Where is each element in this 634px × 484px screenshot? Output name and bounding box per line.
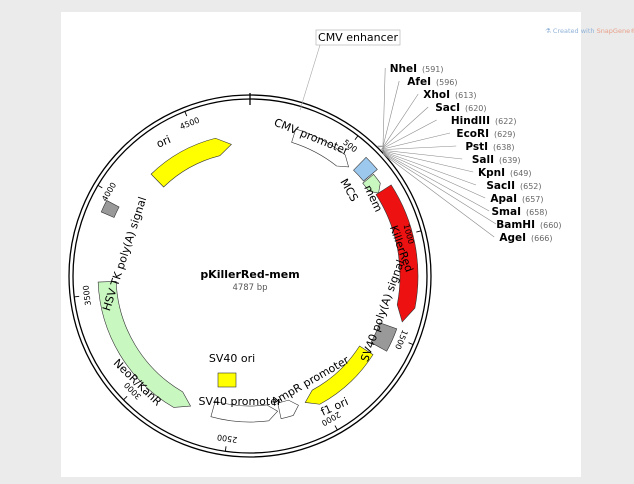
site-leader-line bbox=[377, 67, 386, 147]
tick-mark bbox=[416, 230, 422, 233]
site-sali[interactable]: SalI (639) bbox=[472, 154, 521, 166]
neor-kanr-arrow[interactable] bbox=[97, 281, 192, 408]
site-position: (591) bbox=[422, 65, 444, 74]
site-name: HindIII bbox=[451, 115, 490, 127]
site-xhoi[interactable]: XhoI (613) bbox=[423, 89, 476, 101]
site-name: PstI bbox=[465, 141, 488, 153]
site-hindiii[interactable]: HindIII (622) bbox=[451, 115, 517, 127]
site-position: (596) bbox=[436, 78, 458, 87]
site-name: NheI bbox=[390, 63, 417, 75]
site-ecori[interactable]: EcoRI (629) bbox=[456, 128, 515, 140]
site-position: (639) bbox=[499, 156, 521, 165]
site-kpni[interactable]: KpnI (649) bbox=[478, 167, 532, 179]
site-position: (649) bbox=[510, 169, 532, 178]
site-psti[interactable]: PstI (638) bbox=[465, 141, 514, 153]
site-position: (658) bbox=[526, 208, 548, 217]
tick-mark bbox=[123, 395, 128, 401]
sv40-ori-label: SV40 ori bbox=[209, 352, 255, 365]
ori-arrow[interactable] bbox=[150, 137, 232, 188]
mcs-label: MCS bbox=[337, 177, 360, 204]
site-name: KpnI bbox=[478, 167, 505, 179]
tick-mark bbox=[408, 342, 414, 346]
tick-label: 4500 bbox=[179, 116, 201, 132]
tick-mark bbox=[74, 295, 80, 298]
sv40-ori-box[interactable] bbox=[217, 372, 237, 388]
site-name: SmaI bbox=[492, 206, 522, 218]
site-nhei[interactable]: NheI (591) bbox=[390, 63, 444, 75]
site-smai[interactable]: SmaI (658) bbox=[492, 206, 548, 218]
tick-mark bbox=[354, 135, 359, 141]
site-name: EcoRI bbox=[456, 128, 489, 140]
site-name: SalI bbox=[472, 154, 494, 166]
f1-ori-arrow[interactable] bbox=[304, 345, 374, 405]
tick-label: 2500 bbox=[216, 433, 237, 445]
site-leader-line bbox=[382, 145, 457, 155]
site-leader-line bbox=[382, 149, 463, 160]
cmv-enhancer-leader bbox=[299, 44, 321, 111]
site-bamhi[interactable]: BamHI (660) bbox=[496, 219, 561, 231]
watermark-brand: SnapGene® bbox=[596, 27, 634, 35]
sv40-promoter-arrow[interactable] bbox=[210, 400, 279, 423]
site-position: (657) bbox=[522, 195, 544, 204]
snapgene-watermark: ⚗ Created with SnapGene® bbox=[545, 27, 634, 35]
features bbox=[97, 128, 419, 423]
plasmid-length: 4787 bp bbox=[232, 283, 267, 293]
site-name: AgeI bbox=[499, 232, 526, 244]
site-name: SacII bbox=[486, 180, 515, 192]
site-name: SacI bbox=[435, 102, 460, 114]
site-sacii[interactable]: SacII (652) bbox=[486, 180, 541, 192]
site-saci[interactable]: SacI (620) bbox=[435, 102, 486, 114]
watermark-prefix: Created with bbox=[552, 27, 597, 35]
ampr-promoter-arrow[interactable] bbox=[277, 399, 299, 420]
cmv-enhancer-box bbox=[315, 29, 401, 46]
site-afei[interactable]: AfeI (596) bbox=[407, 76, 457, 88]
site-apai[interactable]: ApaI (657) bbox=[490, 193, 543, 205]
site-name: ApaI bbox=[490, 193, 517, 205]
site-name: XhoI bbox=[423, 89, 450, 101]
site-agei[interactable]: AgeI (666) bbox=[499, 232, 552, 244]
tick-label: 3500 bbox=[81, 285, 92, 306]
cmv-enhancer-callout[interactable]: CMV enhancer bbox=[315, 29, 401, 46]
site-leader-line bbox=[382, 119, 437, 152]
restriction-sites: NheI (591) AfeI (596) XhoI (613) SacI (620) Hind… bbox=[390, 63, 562, 244]
site-leader-line bbox=[380, 93, 419, 150]
site-leader-line bbox=[382, 153, 495, 238]
site-leader-line bbox=[382, 151, 486, 199]
ori-label: ori bbox=[154, 133, 172, 151]
cmv-promoter-arrow[interactable] bbox=[291, 128, 349, 168]
hsv-polya-box[interactable] bbox=[100, 200, 120, 218]
tick-mark bbox=[184, 111, 188, 117]
backbone bbox=[68, 93, 432, 458]
killerred-arrow[interactable] bbox=[375, 184, 419, 323]
tick-mark bbox=[334, 425, 338, 431]
mem-arrow[interactable] bbox=[362, 173, 381, 194]
site-position: (622) bbox=[495, 117, 517, 126]
snapgene-logo-icon: ⚗ bbox=[545, 27, 553, 35]
site-name: BamHI bbox=[496, 219, 535, 231]
plasmid-name: pKillerRed-mem bbox=[200, 268, 299, 281]
cmv-promoter-label: CMV promoter bbox=[272, 116, 351, 158]
site-position: (638) bbox=[493, 143, 515, 152]
cmv-enhancer-label: CMV enhancer bbox=[318, 31, 398, 44]
site-position: (620) bbox=[465, 104, 487, 113]
site-leader-line bbox=[378, 80, 400, 148]
tick-mark bbox=[224, 446, 227, 452]
sv40-polya-box[interactable] bbox=[370, 322, 398, 352]
site-position: (660) bbox=[540, 221, 562, 230]
site-name: AfeI bbox=[407, 76, 431, 88]
site-position: (613) bbox=[455, 91, 477, 100]
tick-label: 4000 bbox=[100, 181, 118, 203]
site-position: (652) bbox=[520, 182, 542, 191]
tick-mark bbox=[97, 184, 103, 189]
mcs-box[interactable] bbox=[353, 156, 378, 182]
site-leader-line bbox=[382, 150, 477, 186]
site-leaders bbox=[377, 67, 497, 238]
sv40-promoter-label: SV40 promoter bbox=[198, 395, 282, 408]
site-position: (629) bbox=[494, 130, 516, 139]
site-position: (666) bbox=[531, 234, 553, 243]
